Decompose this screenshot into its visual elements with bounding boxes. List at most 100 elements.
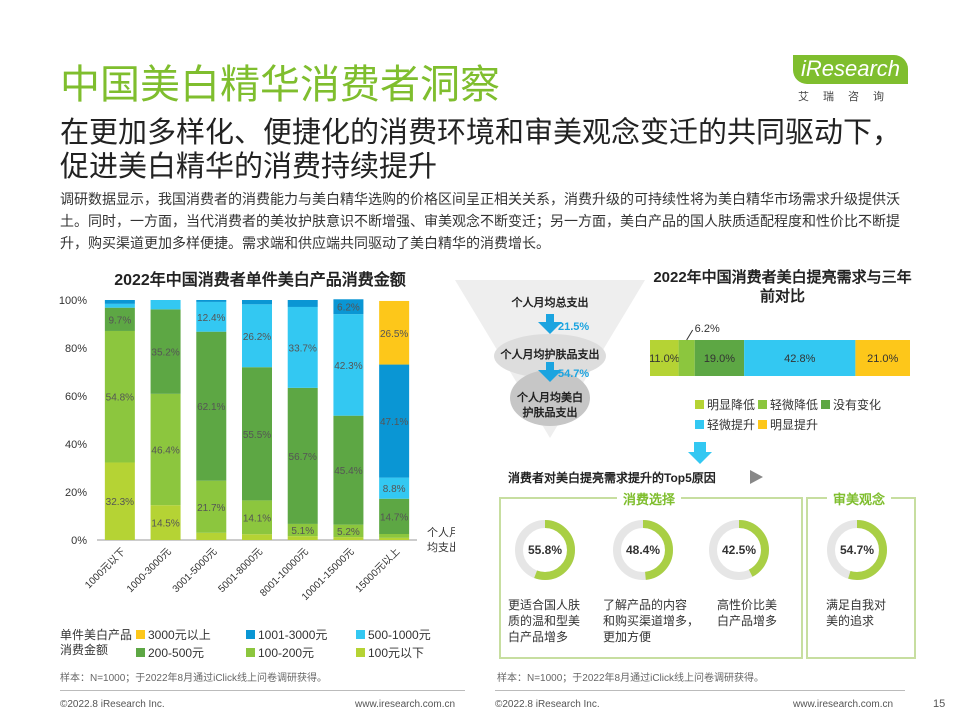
intro-paragraph: 调研数据显示，我国消费者的消费能力与美白精华选购的价格区间呈正相关关系，消费升级…: [60, 191, 900, 251]
y-tick-label: 60%: [65, 391, 87, 403]
bar-segment: [287, 536, 318, 540]
bar-segment: [333, 524, 364, 538]
bar-segment: [678, 340, 695, 376]
footer-copyright-right: ©2022.8 iResearch Inc.: [495, 699, 600, 710]
reason-text-line: 更适合国人肤: [508, 598, 581, 612]
legend-item: 100元以下: [356, 644, 424, 661]
left-chart-title: 2022年中国消费者单件美白产品消费金额: [114, 272, 406, 289]
aesthetic-concept-label: 审美观念: [827, 489, 892, 508]
footer-copyright-left: ©2022.8 iResearch Inc.: [60, 699, 165, 710]
reason-text-line: 美的追求: [826, 614, 875, 628]
bar-segment: [379, 300, 410, 365]
play-triangle-icon: [750, 470, 763, 484]
bar-segment: [333, 299, 364, 315]
legend-label: 200-500元: [148, 646, 205, 660]
reason-text-line: 质的温和型美: [508, 614, 581, 628]
legend-item: 1001-3000元: [246, 626, 327, 643]
bar-segment: [150, 309, 181, 394]
bar-segment: [150, 505, 181, 540]
footer-divider-left: [60, 690, 465, 691]
legend-label: 100元以下: [368, 646, 425, 660]
bar-data-label: 26.5%: [380, 329, 408, 340]
reason-text: 满足自我对 美的追求: [826, 597, 886, 629]
legend-swatch: [246, 630, 255, 639]
reason-text-line: 高性价比美: [717, 598, 778, 612]
bar-data-label: 45.4%: [334, 466, 362, 477]
bar-segment: [744, 340, 856, 376]
reason-text: 更适合国人肤 质的温和型美 白产品增多: [508, 597, 580, 645]
left-legend: 3000元以上 1001-3000元 500-1000元 200-500元 100-20…: [136, 626, 466, 662]
right-sample-note: 样本：N=1000；于2022年8月通过iClick线上问卷调研获得。: [497, 673, 765, 684]
x-tick-label: 1000元以下: [83, 546, 128, 591]
bar-data-label: 21.7%: [197, 503, 225, 514]
legend-label: 500-1000元: [368, 628, 431, 642]
bar-data-label: 26.2%: [243, 332, 271, 343]
legend-item: 3000元以上: [136, 626, 211, 643]
legend-item: 明显降低: [695, 396, 755, 413]
donut-value: 48.4%: [626, 543, 660, 557]
funnel-ratio: 54.7%: [558, 368, 589, 380]
bar-data-label: 56.7%: [289, 452, 317, 463]
bar-segment: [379, 364, 410, 478]
bar-segment: [242, 534, 272, 540]
reason-text-line: 了解产品的内容: [603, 598, 688, 612]
demand-comparison-bar: 11.0% 6.2% 19.0% 42.8% 21.0%: [650, 323, 910, 376]
bar-segment: [104, 462, 135, 540]
legend-item: 100-200元: [246, 644, 314, 661]
arrow-down-icon: [688, 442, 712, 464]
y-tick-label: 20%: [65, 487, 87, 499]
legend-swatch: [246, 648, 255, 657]
y-tick-label: 80%: [65, 343, 87, 355]
legend-swatch: [758, 400, 767, 409]
bar-data-label: 5.1%: [291, 526, 314, 537]
donut-arc: [827, 520, 887, 580]
legend-swatch: [136, 630, 145, 639]
bar-data-label: 14.7%: [380, 512, 408, 523]
bar-data-label: 46.4%: [151, 446, 179, 457]
bar-segment: [287, 387, 318, 524]
funnel-level-label: 个人月均护肤品支出: [500, 347, 600, 361]
bar-data-label: 14.5%: [151, 519, 179, 530]
bar-segment: [379, 498, 410, 534]
legend-label: 轻微提升: [707, 418, 756, 432]
donut-arc: [613, 520, 673, 580]
donut-arc: [515, 520, 575, 580]
right-legend: 明显降低 轻微降低 没有变化 轻微提升 明显提升: [695, 396, 925, 436]
bar-segment: [287, 523, 318, 537]
funnel-ratio: 21.5%: [558, 321, 589, 333]
bar-data-label: 12.4%: [197, 313, 225, 324]
bar-data-label: 8.8%: [383, 484, 406, 495]
x-tick-label: 3001-5000元: [171, 546, 220, 595]
bar-segment: [196, 480, 227, 533]
bar-data-label: 19.0%: [704, 353, 735, 365]
legend-item: 500-1000元: [356, 626, 431, 643]
legend-swatch: [758, 420, 767, 429]
legend-item: 轻微降低: [758, 396, 818, 413]
bar-segment: [287, 300, 318, 307]
bar-segment: [196, 301, 227, 332]
reason-text-line: 和购买渠道增多，: [603, 614, 700, 628]
legend-swatch: [356, 648, 365, 657]
funnel-level-label: 护肤品支出: [523, 405, 578, 419]
funnel-inner: [510, 370, 590, 426]
legend-label: 3000元以上: [148, 628, 211, 642]
bar-data-label: 6.2%: [337, 303, 360, 314]
bar-segment: [104, 330, 135, 463]
legend-item: 没有变化: [821, 396, 881, 413]
donut-arc: [709, 520, 769, 580]
bar-data-label: 35.2%: [151, 348, 179, 359]
page-title: 中国美白精华消费者洞察: [60, 63, 500, 107]
x-tick-label: 1000-3000元: [125, 546, 174, 595]
bar-segment: [333, 415, 364, 525]
bar-segment: [196, 300, 227, 302]
bar-data-label: 33.7%: [289, 343, 317, 354]
bar-segment: [650, 340, 679, 376]
bar-segment: [104, 303, 135, 308]
legend-label: 100-200元: [258, 646, 315, 660]
legend-label: 明显降低: [707, 398, 756, 412]
legend-label: 轻微降低: [770, 398, 819, 412]
bar-segment: [150, 300, 181, 310]
bar-segment: [287, 306, 318, 388]
leader-line: [686, 329, 694, 341]
